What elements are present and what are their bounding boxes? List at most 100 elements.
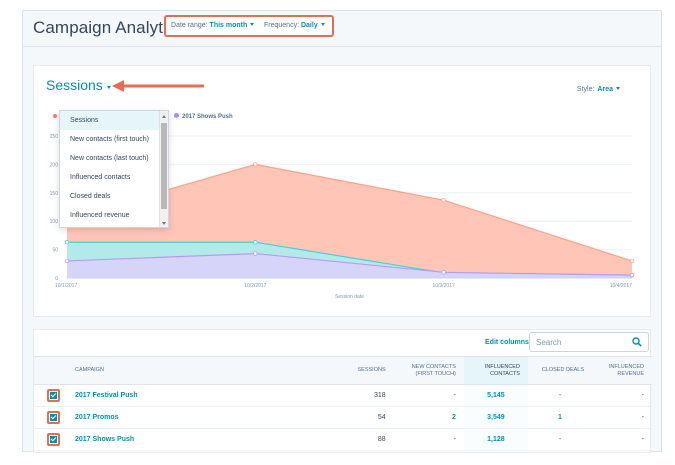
annotation-arrow-icon bbox=[112, 80, 204, 92]
dropdown-item[interactable]: New contacts (first touch) bbox=[70, 136, 149, 143]
campaign-table: Campaign Sessions New contacts (first to… bbox=[34, 356, 652, 451]
edit-columns-link[interactable]: Edit columns bbox=[485, 339, 529, 346]
new-contacts-cell: - bbox=[393, 384, 464, 407]
table-row[interactable]: 2017 Promos 54 2 3,549 1 - bbox=[34, 406, 652, 429]
date-range-label: Date range: bbox=[171, 22, 208, 29]
dropdown-item[interactable]: Closed deals bbox=[70, 193, 111, 200]
table-row[interactable]: 2017 Shows Push 88 - 1,128 - - bbox=[34, 428, 652, 451]
new-contacts-cell: - bbox=[393, 428, 464, 451]
select-column-header bbox=[34, 356, 65, 385]
y-tick-label: 250 bbox=[50, 134, 59, 140]
metric-label: Sessions bbox=[46, 77, 103, 93]
search-icon[interactable] bbox=[632, 337, 642, 347]
style-value: Area bbox=[597, 86, 613, 93]
table-row[interactable]: 2017 Festival Push 318 - 5,145 - - bbox=[34, 384, 652, 407]
revenue-cell: - bbox=[592, 428, 652, 451]
row-checkbox[interactable] bbox=[47, 411, 60, 424]
campaign-link[interactable]: 2017 Shows Push bbox=[65, 428, 324, 451]
legend-marker bbox=[53, 114, 57, 118]
data-point bbox=[253, 240, 258, 245]
closed-deals-cell[interactable]: 1 bbox=[527, 406, 593, 429]
column-header-influenced-contacts[interactable]: Influenced contacts bbox=[463, 356, 528, 385]
campaign-table-card: Edit columns Search Campaign Sessions Ne… bbox=[33, 329, 652, 453]
revenue-cell: - bbox=[592, 406, 652, 429]
y-tick-label: 200 bbox=[50, 162, 59, 168]
checkmark-icon bbox=[50, 414, 57, 421]
new-contacts-cell[interactable]: 2 bbox=[393, 406, 464, 429]
row-checkbox-cell bbox=[34, 384, 65, 407]
chevron-down-icon bbox=[320, 23, 325, 26]
page-title: Campaign Analytics bbox=[33, 18, 185, 37]
table-header-row: Campaign Sessions New contacts (first to… bbox=[34, 356, 652, 385]
y-tick-label: 150 bbox=[50, 191, 59, 197]
x-axis-label: Session date bbox=[335, 294, 364, 300]
chart-legend: 2017 Shows Push bbox=[174, 113, 233, 120]
checkmark-icon bbox=[50, 392, 57, 399]
row-checkbox[interactable] bbox=[47, 433, 60, 446]
scroll-down-icon[interactable] bbox=[162, 222, 166, 225]
data-point bbox=[253, 251, 258, 256]
chart-card: Sessions Style: Area 2017 Shows Push 0 50 1… bbox=[33, 65, 651, 317]
chevron-down-icon bbox=[106, 86, 111, 89]
dropdown-item[interactable]: New contacts (last touch) bbox=[70, 155, 149, 162]
checkmark-icon bbox=[50, 436, 57, 443]
column-header-influenced-revenue[interactable]: Influenced revenue bbox=[592, 356, 652, 385]
area-series bbox=[67, 253, 632, 278]
dropdown-item[interactable]: Influenced revenue bbox=[70, 212, 130, 219]
data-point bbox=[441, 197, 446, 203]
y-tick-label: 50 bbox=[52, 248, 58, 254]
sessions-chart: 0 50 100 150 200 250 10/1/2017 10/2/2017 10/3/20… bbox=[50, 134, 635, 300]
search-placeholder: Search bbox=[536, 338, 562, 347]
search-input[interactable]: Search bbox=[529, 332, 649, 352]
sessions-cell: 54 bbox=[323, 406, 394, 429]
x-tick-label: 10/3/2017 bbox=[433, 283, 455, 289]
row-checkbox-cell bbox=[34, 428, 65, 451]
row-checkbox[interactable] bbox=[47, 389, 60, 402]
row-checkbox-cell bbox=[34, 406, 65, 429]
metric-dropdown: Sessions New contacts (first touch) New … bbox=[59, 110, 169, 228]
style-select[interactable]: Style: Area bbox=[577, 86, 620, 93]
influenced-contacts-cell[interactable]: 5,145 bbox=[463, 384, 528, 407]
closed-deals-cell: - bbox=[527, 384, 593, 407]
metric-select[interactable]: Sessions bbox=[46, 77, 111, 93]
frequency-select[interactable]: Daily bbox=[300, 22, 318, 29]
closed-deals-cell: - bbox=[527, 428, 593, 451]
data-point bbox=[253, 162, 258, 167]
dropdown-scrollbar[interactable] bbox=[159, 111, 168, 227]
page-header: Campaign Analytics Date range: This mont… bbox=[23, 11, 661, 47]
series-line bbox=[66, 252, 633, 276]
y-tick-label: 0 bbox=[55, 276, 58, 282]
data-point bbox=[441, 270, 446, 275]
chevron-down-icon bbox=[616, 87, 620, 90]
scroll-up-icon[interactable] bbox=[162, 115, 166, 118]
influenced-contacts-cell[interactable]: 1,128 bbox=[463, 428, 528, 451]
data-point bbox=[629, 258, 635, 264]
influenced-contacts-cell[interactable]: 3,549 bbox=[463, 406, 528, 429]
sessions-cell: 318 bbox=[323, 384, 394, 407]
x-tick-label: 10/2/2017 bbox=[244, 283, 266, 289]
dropdown-item[interactable]: Sessions bbox=[60, 111, 168, 130]
frequency-label: Frequency: bbox=[264, 22, 300, 29]
filter-bar: Date range: This month Frequency: Daily bbox=[164, 15, 334, 37]
style-label: Style: bbox=[576, 86, 595, 93]
sessions-cell: 88 bbox=[323, 428, 394, 451]
dropdown-item[interactable]: Influenced contacts bbox=[70, 174, 131, 181]
revenue-cell: - bbox=[592, 384, 652, 407]
chevron-down-icon bbox=[250, 23, 255, 26]
y-tick-label: 100 bbox=[50, 219, 59, 225]
scrollbar-thumb[interactable] bbox=[161, 123, 167, 209]
date-range-select[interactable]: This month bbox=[209, 22, 248, 29]
app-frame: Campaign Analytics Date range: This mont… bbox=[22, 10, 662, 453]
x-tick-label: 10/4/2017 bbox=[610, 283, 632, 289]
legend-swatch bbox=[174, 113, 179, 118]
campaign-link[interactable]: 2017 Festival Push bbox=[65, 384, 324, 407]
column-header-sessions[interactable]: Sessions bbox=[323, 356, 394, 385]
data-point bbox=[629, 272, 635, 278]
column-header-campaign[interactable]: Campaign bbox=[65, 356, 324, 385]
column-header-new-contacts[interactable]: New contacts (first touch) bbox=[393, 356, 464, 385]
x-tick-label: 10/1/2017 bbox=[55, 283, 77, 289]
data-point bbox=[64, 258, 70, 264]
legend-item-label: 2017 Shows Push bbox=[182, 114, 233, 120]
column-header-closed-deals[interactable]: Closed deals bbox=[527, 356, 593, 385]
campaign-link[interactable]: 2017 Promos bbox=[65, 406, 324, 429]
